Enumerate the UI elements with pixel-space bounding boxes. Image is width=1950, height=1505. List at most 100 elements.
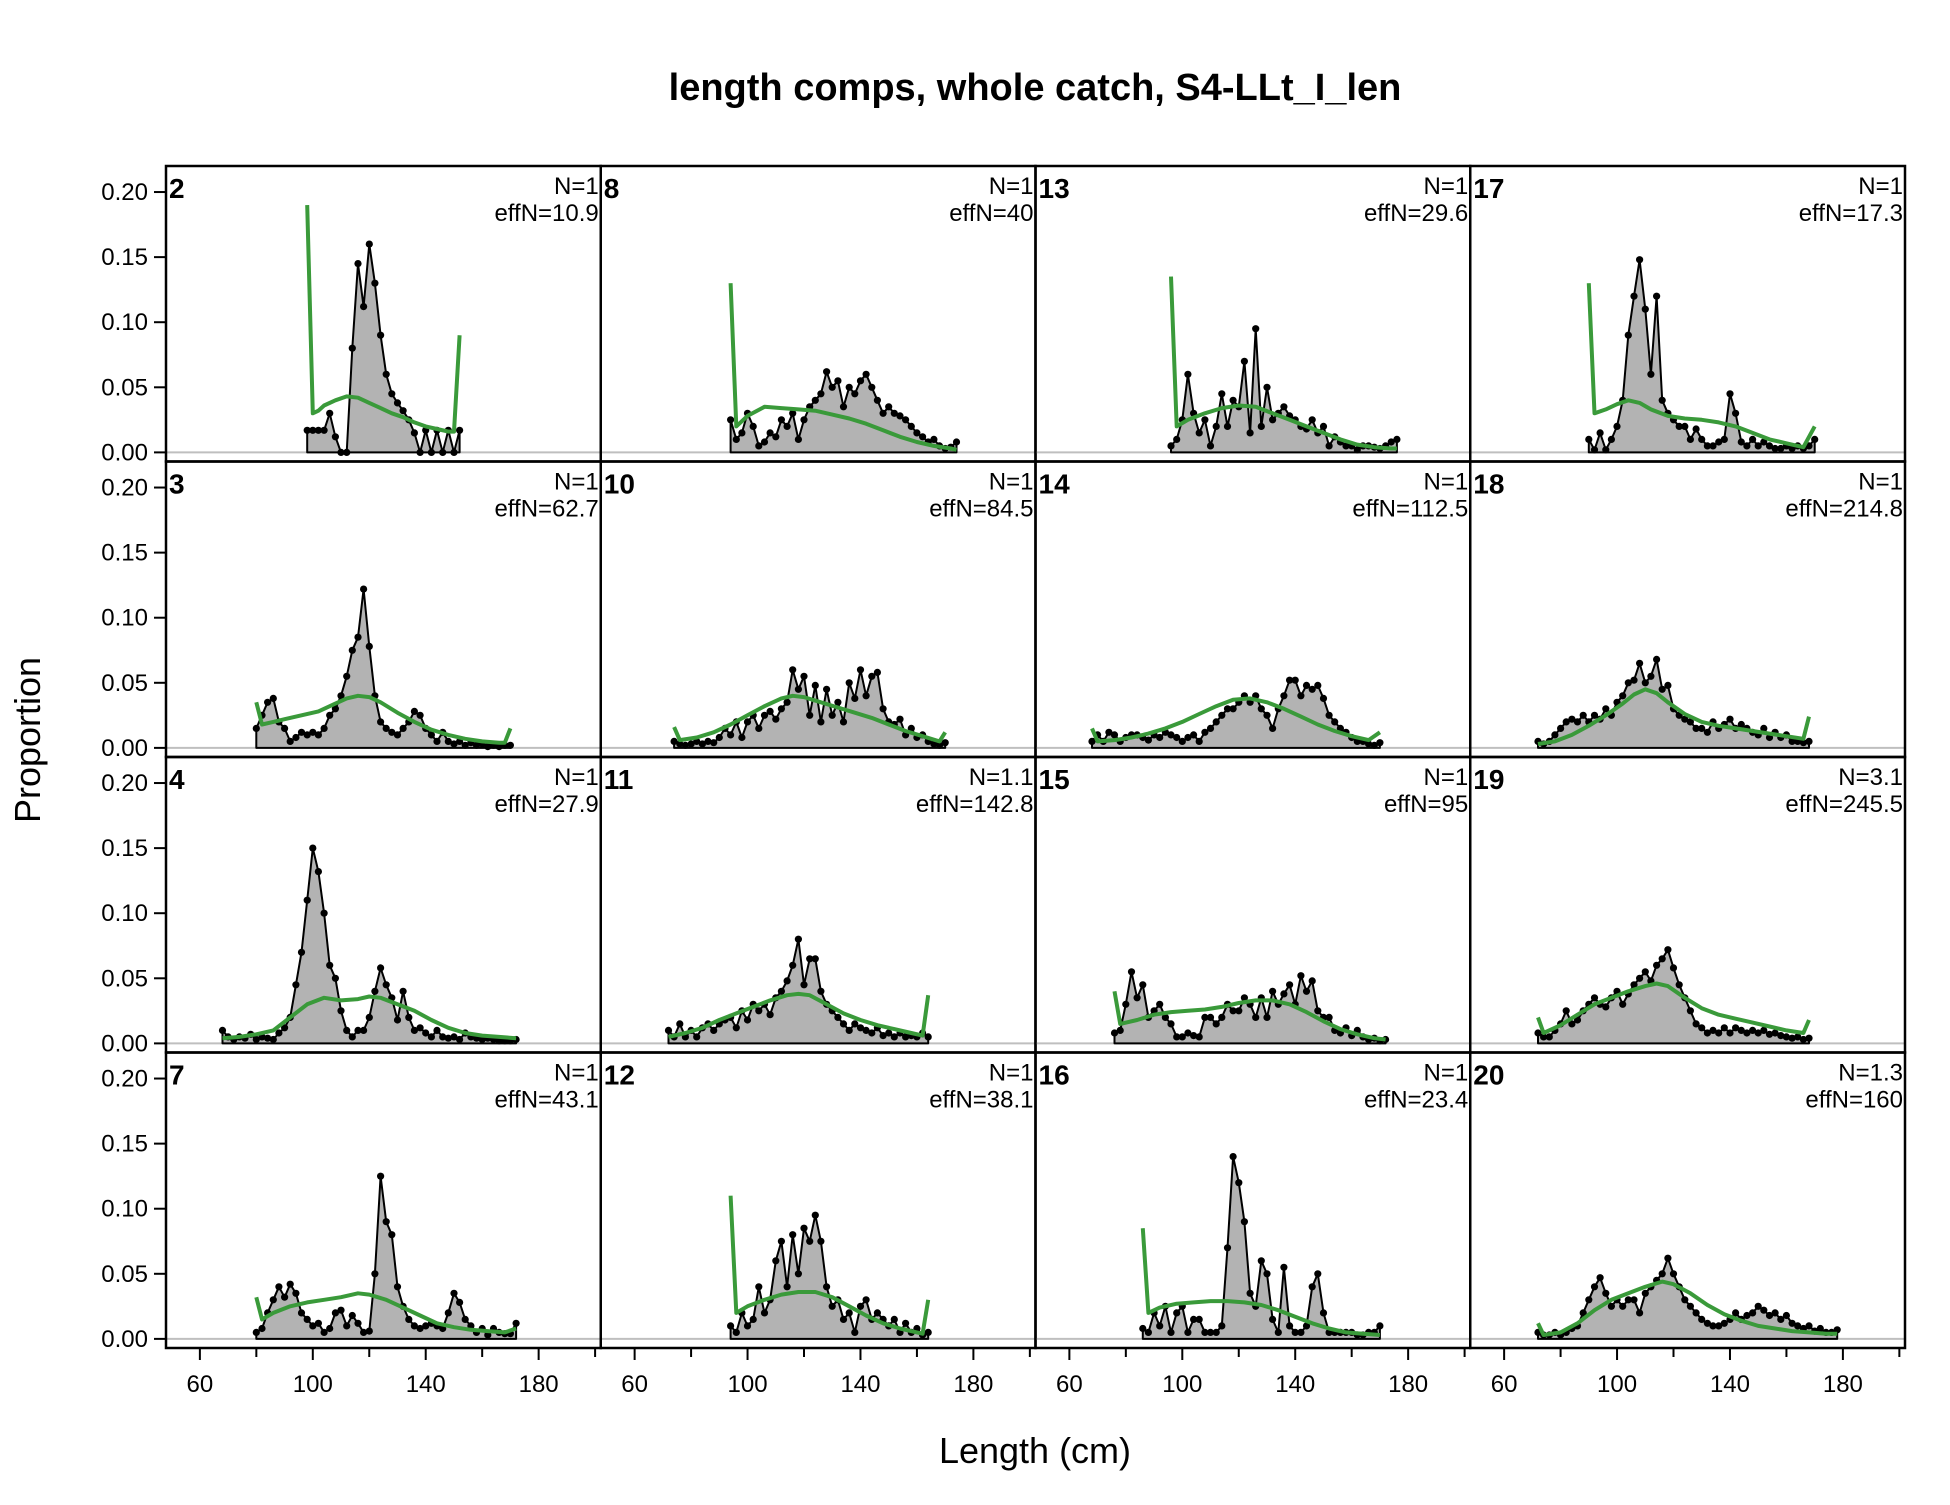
observed-point	[890, 1033, 898, 1041]
observed-point	[1353, 446, 1361, 454]
observed-point	[281, 724, 289, 733]
observed-point	[670, 737, 678, 746]
observed-point	[1263, 1013, 1271, 1022]
observed-point	[1760, 724, 1768, 733]
observed-point	[1534, 1029, 1542, 1037]
observed-point	[303, 896, 311, 904]
observed-point	[405, 1315, 413, 1323]
observed-point	[1653, 961, 1661, 969]
chart-title: length comps, whole catch, S4-LLt_I_len	[669, 67, 1402, 109]
observed-point	[1765, 442, 1774, 450]
observed-point	[1551, 731, 1559, 739]
panel-label: 15	[1039, 764, 1070, 795]
observed-point	[868, 1029, 876, 1037]
panel-frame	[1469, 1051, 1907, 1350]
panel-n: N=1	[554, 469, 599, 496]
observed-point	[1754, 442, 1762, 450]
observed-point	[1376, 739, 1384, 747]
observed-point	[1771, 444, 1779, 453]
observed-point	[1692, 1309, 1700, 1317]
observed-point	[1201, 1013, 1209, 1022]
observed-point	[732, 1024, 740, 1032]
observed-point	[1297, 692, 1305, 700]
observed-point	[823, 685, 831, 693]
observed-point	[1218, 711, 1226, 719]
observed-point	[1088, 737, 1096, 746]
observed-point	[811, 955, 819, 963]
observed-point	[1252, 325, 1260, 333]
observed-point	[297, 1309, 306, 1317]
observed-point	[1754, 1029, 1762, 1037]
observed-point	[1641, 968, 1649, 976]
observed-point	[275, 1283, 283, 1291]
observed-point	[1568, 1020, 1576, 1028]
observed-point	[1658, 955, 1666, 963]
y-tick-label: 0.00	[101, 439, 148, 466]
observed-point	[1805, 1034, 1813, 1042]
observed-point	[727, 731, 735, 739]
observed-point	[320, 426, 328, 434]
observed-point	[777, 1237, 786, 1245]
observed-point	[1698, 1315, 1706, 1323]
observed-point	[1607, 1302, 1615, 1310]
observed-point	[755, 442, 763, 450]
observed-point	[664, 1026, 673, 1034]
observed-point	[817, 718, 825, 726]
observed-point	[862, 692, 870, 700]
observed-point	[1737, 720, 1745, 729]
observed-point	[1229, 396, 1237, 404]
observed-point	[410, 429, 418, 437]
observed-point	[1110, 731, 1119, 739]
observed-point	[1212, 1328, 1220, 1336]
observed-point	[1749, 435, 1757, 443]
observed-point	[1184, 1328, 1192, 1336]
observed-point	[755, 1007, 763, 1015]
observed-point	[1686, 1007, 1694, 1015]
observed-point	[743, 718, 752, 726]
observed-point	[693, 1033, 701, 1041]
observed-point	[1686, 718, 1694, 726]
observed-point	[371, 279, 379, 287]
observed-point	[444, 1034, 452, 1042]
observed-point	[941, 739, 949, 747]
observed-point	[1585, 435, 1593, 443]
observed-point	[399, 407, 407, 415]
observed-point	[1681, 715, 1689, 723]
observed-point	[354, 260, 362, 268]
observed-point	[1167, 1020, 1175, 1028]
observed-point	[393, 399, 402, 407]
panel-label: 3	[169, 469, 185, 500]
observed-point	[309, 728, 317, 736]
observed-point	[1122, 1000, 1130, 1008]
x-tick-label: 140	[1710, 1371, 1750, 1398]
panel-effn: effN=95	[1384, 791, 1468, 818]
observed-point	[715, 733, 723, 742]
observed-point	[331, 705, 339, 713]
y-tick-label: 0.00	[101, 1326, 148, 1353]
observed-point	[456, 1035, 464, 1044]
observed-point	[1240, 1218, 1248, 1226]
observed-point	[676, 740, 684, 748]
observed-point	[1257, 422, 1265, 430]
y-tick-label: 0.20	[101, 770, 148, 797]
observed-point	[388, 390, 396, 398]
panel-label: 13	[1039, 173, 1070, 204]
observed-point	[1263, 711, 1271, 719]
panel-effn: effN=17.3	[1799, 200, 1903, 227]
observed-point	[1269, 724, 1277, 733]
observed-point	[1669, 1270, 1678, 1278]
observed-point	[1297, 972, 1305, 980]
observed-point	[1647, 672, 1655, 680]
observed-point	[885, 1029, 893, 1037]
y-tick-label: 0.15	[101, 1131, 148, 1158]
observed-point	[303, 1315, 311, 1323]
observed-point	[1167, 442, 1175, 450]
observed-point	[331, 1309, 339, 1317]
expected-line	[1169, 276, 1397, 451]
observed-point	[1167, 1328, 1175, 1336]
observed-point	[1206, 1013, 1215, 1022]
panel-n: N=1	[1424, 764, 1469, 791]
